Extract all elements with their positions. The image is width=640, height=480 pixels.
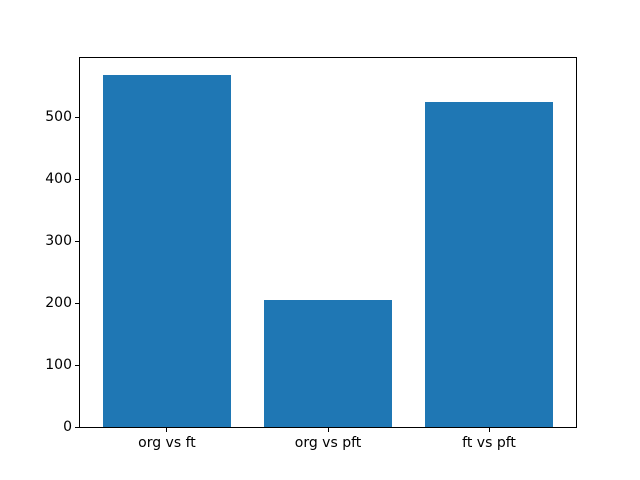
y-axis-tick xyxy=(75,178,79,180)
bar-org-vs-pft xyxy=(263,299,393,428)
y-axis-tick-label: 300 xyxy=(45,233,72,250)
x-axis-tick-label-org-vs-pft: org vs pft xyxy=(294,435,362,452)
y-axis-tick-label: 0 xyxy=(63,419,72,436)
y-axis-tick-label: 400 xyxy=(45,171,72,188)
y-axis-tick xyxy=(75,116,79,118)
y-axis-tick-label: 200 xyxy=(45,295,72,312)
y-axis-tick xyxy=(75,364,79,366)
x-axis-tick xyxy=(327,428,329,433)
x-axis-tick xyxy=(166,428,168,433)
y-axis-tick-label: 500 xyxy=(45,109,72,126)
bar-org-vs-ft xyxy=(102,75,232,428)
y-axis-tick xyxy=(75,302,79,304)
y-axis-tick-label: 100 xyxy=(45,357,72,374)
x-axis-tick-label-org-vs-ft: org vs ft xyxy=(138,435,196,452)
bar-ft-vs-pft xyxy=(424,101,554,428)
y-axis-tick xyxy=(75,240,79,242)
y-axis-tick xyxy=(75,426,79,428)
plot-area xyxy=(80,57,576,428)
x-axis-tick xyxy=(488,428,490,433)
x-axis-tick-label-ft-vs-pft: ft vs pft xyxy=(462,435,516,452)
